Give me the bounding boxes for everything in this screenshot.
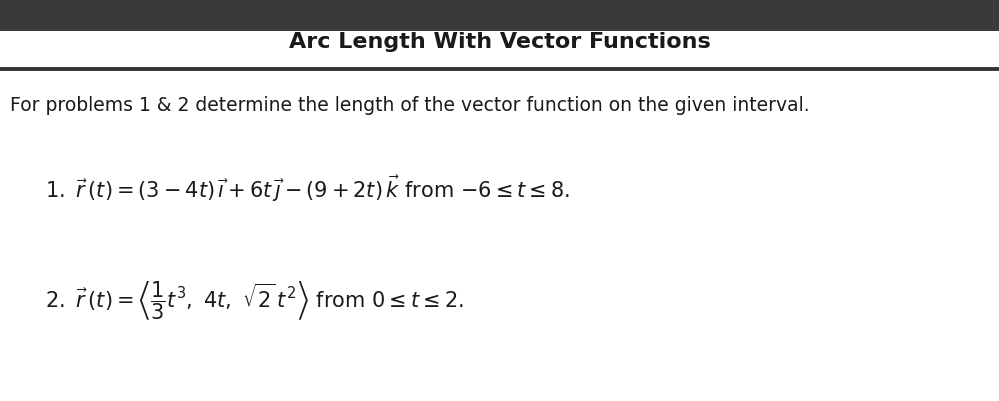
Text: $\mathsf{1.}\ \vec{r}\,(t) = (3-4t)\,\vec{\imath} + 6t\,\vec{\jmath} - (9+2t)\,\: $\mathsf{1.}\ \vec{r}\,(t) = (3-4t)\,\ve… bbox=[45, 172, 570, 203]
Text: Arc Length With Vector Functions: Arc Length With Vector Functions bbox=[289, 32, 710, 52]
Text: For problems 1 & 2 determine the length of the vector function on the given inte: For problems 1 & 2 determine the length … bbox=[10, 96, 809, 115]
Text: $\mathsf{2.}\ \vec{r}\,(t) = \left\langle \dfrac{1}{3}t^3,\ 4t,\ \sqrt{2}\,t^2 \: $\mathsf{2.}\ \vec{r}\,(t) = \left\langl… bbox=[45, 279, 464, 322]
